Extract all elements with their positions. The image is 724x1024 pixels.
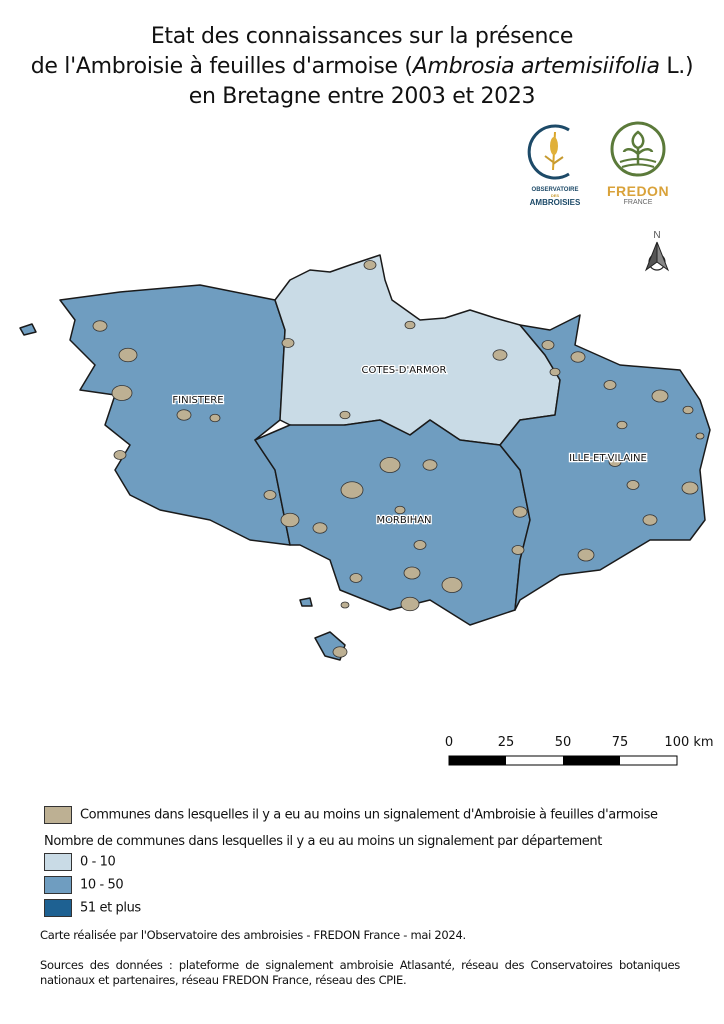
commune-with-report xyxy=(340,601,350,609)
commune-with-report xyxy=(209,413,221,423)
commune-with-report xyxy=(441,577,463,593)
fredon-logo-line2: FRANCE xyxy=(623,199,653,206)
commune-with-report xyxy=(682,405,694,415)
fredon-logo: FREDON FRANCE xyxy=(604,120,672,206)
label-finistere: FINISTERE xyxy=(172,395,223,406)
communes-layer xyxy=(92,260,705,658)
fredon-leaf-icon xyxy=(610,121,666,177)
commune-with-report xyxy=(113,450,127,460)
commune-with-report xyxy=(492,349,508,361)
commune-with-report xyxy=(626,480,640,490)
observatoire-logo-line1: OBSERVATOIRE xyxy=(531,187,579,193)
class-label: 0 - 10 xyxy=(80,854,116,870)
scale-bar: 0 25 50 75 100 km xyxy=(445,735,714,766)
observatoire-logo-line2: DES xyxy=(550,193,560,198)
commune-with-report xyxy=(651,389,669,403)
commune-with-report xyxy=(695,432,705,440)
scale-tick-0: 0 xyxy=(445,735,453,750)
legend-communes: Communes dans lesquelles il y a eu au mo… xyxy=(44,806,658,824)
department-ille-et-vilaine[interactable] xyxy=(499,314,711,611)
north-label: N xyxy=(653,230,660,241)
legend-class-51-plus: 51 et plus xyxy=(44,899,141,917)
communes-swatch xyxy=(44,806,72,824)
commune-with-report xyxy=(281,338,295,348)
commune-with-report xyxy=(403,566,421,580)
commune-with-report xyxy=(577,548,595,562)
observatoire-logo-line3: AMBROISIES xyxy=(529,198,581,207)
scale-tick-75: 75 xyxy=(612,735,629,750)
species-name: Ambrosia artemisiifolia xyxy=(412,54,660,79)
commune-with-report xyxy=(422,459,438,471)
commune-with-report xyxy=(349,573,363,583)
commune-with-report xyxy=(642,514,658,526)
scale-tick-50: 50 xyxy=(555,735,572,750)
title-line-3: en Bretagne entre 2003 et 2023 xyxy=(188,84,536,109)
scale-tick-100: 100 km xyxy=(664,735,713,750)
commune-with-report xyxy=(280,512,300,528)
commune-with-report xyxy=(263,490,277,500)
title-line-2: de l'Ambroisie à feuilles d'armoise (Amb… xyxy=(0,52,724,82)
ouessant-island xyxy=(19,323,37,336)
commune-with-report xyxy=(512,506,528,518)
title-line-1: Etat des connaissances sur la présence xyxy=(150,24,574,49)
commune-with-report xyxy=(332,646,348,658)
commune-with-report xyxy=(570,351,586,363)
classes-title: Nombre de communes dans lesquelles il y … xyxy=(44,834,602,849)
class-swatch xyxy=(44,853,72,871)
label-ille-et-vilaine: ILLE-ET-VILAINE xyxy=(569,453,647,464)
observatoire-logo: OBSERVATOIRE DES AMBROISIES xyxy=(522,122,588,207)
commune-with-report xyxy=(400,596,420,612)
commune-with-report xyxy=(394,505,406,515)
commune-with-report xyxy=(549,367,561,377)
commune-with-report xyxy=(404,320,416,330)
commune-with-report xyxy=(111,385,133,401)
department-cotes-darmor[interactable] xyxy=(274,254,561,446)
class-label: 51 et plus xyxy=(80,900,141,916)
commune-with-report xyxy=(541,340,555,350)
fredon-logo-line1: FREDON xyxy=(606,183,670,199)
label-morbihan: MORBIHAN xyxy=(376,515,431,526)
commune-with-report xyxy=(511,545,525,555)
commune-with-report xyxy=(176,409,192,421)
commune-with-report xyxy=(616,420,628,430)
commune-with-report xyxy=(118,347,138,363)
commune-with-report xyxy=(413,540,427,550)
commune-with-report xyxy=(92,320,108,332)
credits: Carte réalisée par l'Observatoire des am… xyxy=(40,928,466,942)
class-swatch xyxy=(44,876,72,894)
map-title: Etat des connaissances sur la présence d… xyxy=(0,22,724,112)
communes-label: Communes dans lesquelles il y a eu au mo… xyxy=(80,807,658,823)
commune-with-report xyxy=(681,481,699,495)
scale-tick-25: 25 xyxy=(498,735,515,750)
commune-with-report xyxy=(339,410,351,420)
commune-with-report xyxy=(379,457,401,473)
commune-with-report xyxy=(603,380,617,390)
ambrosia-plant-icon xyxy=(527,124,570,180)
commune-with-report xyxy=(340,481,364,499)
legend-class-10-50: 10 - 50 xyxy=(44,876,124,894)
north-arrow-icon: N xyxy=(644,230,670,272)
groix-island xyxy=(299,597,313,607)
label-cotes-darmor: COTES-D'ARMOR xyxy=(362,365,447,376)
class-swatch xyxy=(44,899,72,917)
title-line-2-prefix: de l'Ambroisie à feuilles d'armoise ( xyxy=(30,54,413,79)
class-label: 10 - 50 xyxy=(80,877,124,893)
data-sources: Sources des données : plateforme de sign… xyxy=(40,958,680,987)
legend-class-0-10: 0 - 10 xyxy=(44,853,116,871)
commune-with-report xyxy=(312,522,328,534)
commune-with-report xyxy=(363,260,377,270)
title-line-2-suffix: L.) xyxy=(659,54,694,79)
commune-with-report xyxy=(608,457,622,467)
